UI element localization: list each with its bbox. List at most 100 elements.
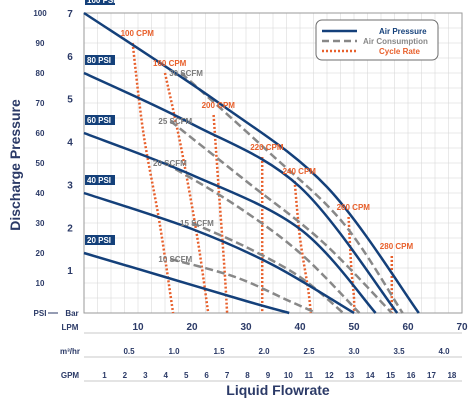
gpm-tick-label: 17 — [427, 371, 436, 380]
gpm-tick-label: 6 — [204, 371, 209, 380]
legend-label-air-consumption: Air Consumption — [363, 37, 428, 46]
psi-tick-label: 100 — [33, 9, 47, 18]
gpm-tick-label: 4 — [164, 371, 169, 380]
air-consumption-curve — [169, 120, 393, 314]
air-consumption-curve — [170, 257, 317, 315]
psi-tick-label: 80 — [36, 69, 45, 78]
bar-tick-label: 7 — [67, 9, 73, 20]
air-pressure-label-bg — [85, 235, 115, 245]
cycle-rate-curve — [293, 180, 313, 314]
air-pressure-curve — [83, 131, 377, 314]
gpm-tick-label: 9 — [266, 371, 271, 380]
legend-label-cycle-rate: Cycle Rate — [379, 47, 420, 56]
psi-tick-label: 30 — [36, 219, 45, 228]
air-pressure-label: 60 PSI — [87, 116, 111, 125]
cycle-rate-label: 280 CPM — [380, 242, 414, 251]
gpm-tick-label: 16 — [407, 371, 416, 380]
lpm-tick-label: 30 — [240, 322, 252, 333]
lpm-tick-label: 10 — [132, 322, 144, 333]
air-pressure-label-bg — [85, 0, 115, 5]
air-pressure-curve — [83, 71, 399, 314]
legend: Air Pressure Air Consumption Cycle Rate — [315, 19, 439, 61]
air-pressure-curve — [83, 191, 355, 315]
air-pressure-curve — [83, 251, 290, 315]
gpm-unit-label: GPM — [61, 371, 80, 380]
air-pressure-label-bg — [85, 175, 115, 185]
chart-grid — [83, 12, 463, 314]
cycle-rate-label: 260 CPM — [337, 203, 371, 212]
m3hr-tick-label: 2.5 — [303, 347, 315, 356]
cycle-rate-label: 240 CPM — [283, 167, 317, 176]
gpm-tick-label: 15 — [386, 371, 395, 380]
bar-unit-label: Bar — [65, 309, 78, 318]
bar-tick-label: 3 — [67, 180, 73, 191]
air-consumption-label: 15 SCFM — [180, 219, 214, 228]
air-pressure-label: 40 PSI — [87, 176, 111, 185]
psi-tick-label: 50 — [36, 159, 45, 168]
air-consumption-label: 10 SCFM — [158, 255, 192, 264]
cycle-rate-curve — [131, 42, 175, 314]
cycle-rate-label: 200 CPM — [202, 101, 236, 110]
gpm-tick-label: 13 — [345, 371, 354, 380]
legend-label-air-pressure: Air Pressure — [379, 27, 427, 36]
cycle-rate-label: 100 CPM — [121, 29, 155, 38]
gpm-tick-label: 1 — [102, 371, 107, 380]
air-consumption-label: 20 SCFM — [153, 159, 187, 168]
air-pressure-label-bg — [85, 115, 115, 125]
lpm-tick-label: 40 — [294, 322, 306, 333]
cycle-rate-label: 160 CPM — [153, 59, 187, 68]
gpm-tick-label: 3 — [143, 371, 148, 380]
gpm-tick-label: 5 — [184, 371, 189, 380]
lpm-tick-label: 50 — [348, 322, 360, 333]
cycle-rate-label: 220 CPM — [250, 143, 284, 152]
air-consumption-curve — [180, 72, 404, 314]
chart-axes: 102030405060708090100PSI1234567BarLPMm³/… — [33, 9, 468, 382]
psi-tick-label: 20 — [36, 249, 45, 258]
air-consumption-curve — [164, 161, 361, 314]
x-axis-title: Liquid Flowrate — [226, 382, 330, 398]
gpm-tick-label: 8 — [245, 371, 250, 380]
plot-frame — [83, 12, 463, 314]
psi-tick-label: 60 — [36, 129, 45, 138]
air-pressure-curve — [83, 11, 420, 314]
m3hr-tick-label: 2.0 — [258, 347, 270, 356]
psi-tick-label: 90 — [36, 39, 45, 48]
psi-tick-label: 40 — [36, 189, 45, 198]
gpm-tick-label: 14 — [366, 371, 375, 380]
m3hr-tick-label: 4.0 — [438, 347, 450, 356]
m3hr-tick-label: 3.0 — [348, 347, 360, 356]
gpm-tick-label: 18 — [447, 371, 456, 380]
m3hr-tick-label: 3.5 — [393, 347, 405, 356]
cycle-rate-curve — [212, 114, 229, 314]
lpm-tick-label: 70 — [456, 322, 468, 333]
m3hr-tick-label: 1.0 — [168, 347, 180, 356]
lpm-tick-label: 20 — [186, 322, 198, 333]
air-pressure-label: 20 PSI — [87, 236, 111, 245]
chart-labels: 100 CPM 160 CPM 200 CPM 220 CPM 240 CPM 260 C… — [85, 0, 413, 264]
gpm-tick-label: 7 — [225, 371, 230, 380]
bar-tick-label: 6 — [67, 52, 73, 63]
chart-curves — [83, 11, 420, 315]
air-consumption-label: 25 SCFM — [158, 117, 192, 126]
air-consumption-label: 30 SCFM — [169, 69, 203, 78]
y-axis-title: Discharge Pressure — [7, 99, 23, 231]
bar-tick-label: 5 — [67, 95, 73, 106]
psi-tick-label: 70 — [36, 99, 45, 108]
m3hr-tick-label: 1.5 — [213, 347, 225, 356]
bar-tick-label: 1 — [67, 266, 73, 277]
air-pressure-label: 100 PSI — [87, 0, 115, 5]
m3hr-unit-label: m³/hr — [60, 347, 80, 356]
gpm-tick-label: 11 — [305, 371, 314, 380]
air-pressure-label-bg — [85, 55, 115, 65]
bar-tick-label: 2 — [67, 223, 73, 234]
gpm-tick-label: 10 — [284, 371, 293, 380]
gpm-tick-label: 2 — [123, 371, 128, 380]
air-consumption-curve — [191, 221, 345, 314]
psi-unit-label: PSI — [34, 309, 47, 318]
gpm-tick-label: 12 — [325, 371, 334, 380]
air-pressure-label: 80 PSI — [87, 56, 111, 65]
lpm-tick-label: 60 — [402, 322, 414, 333]
m3hr-tick-label: 0.5 — [123, 347, 135, 356]
psi-tick-label: 10 — [36, 279, 45, 288]
